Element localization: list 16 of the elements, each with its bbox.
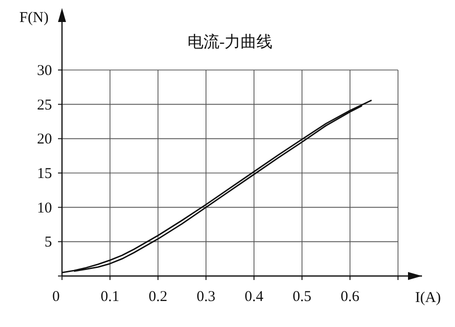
x-tick-label: 0.5 [292,289,312,305]
x-tick-label: 0.1 [100,289,120,305]
x-axis-title: I(A) [415,290,441,306]
y-tick-label: 5 [44,234,52,251]
y-tick-label: 15 [37,166,52,182]
x-tick-label: 0.4 [244,289,264,305]
x-tick-label: 0.3 [196,289,216,305]
x-tick-label: 0 [52,289,60,305]
chart-title: 电流-力曲线 [187,33,273,51]
y-tick-label: 10 [37,200,52,216]
y-tick-label: 30 [37,63,52,79]
y-tick-label: 20 [37,132,52,148]
x-tick-label: 0.6 [340,289,360,305]
x-tick-label: 0.2 [148,289,168,305]
y-tick-label: 25 [37,97,52,114]
y-axis-title: F(N) [19,10,49,26]
